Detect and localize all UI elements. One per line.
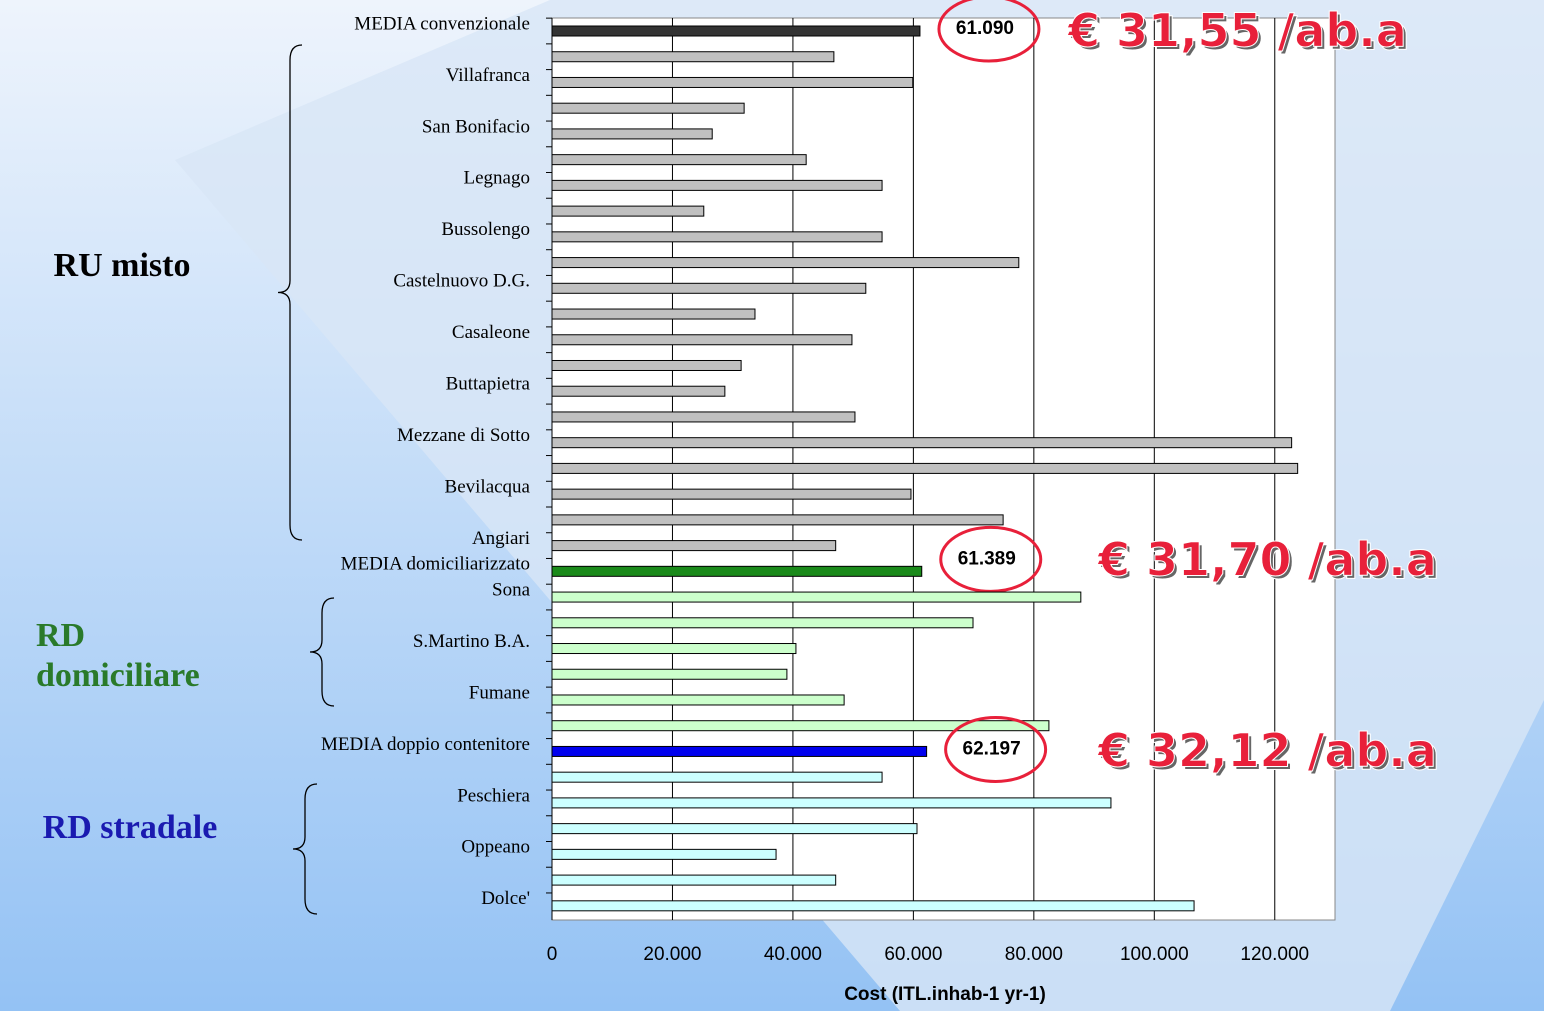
group-label-line: domiciliare [36, 657, 200, 694]
annotation-shadow: € 32,12 /ab.a [1100, 727, 1440, 781]
bar [551, 900, 1195, 912]
y-tick-label: Sona [492, 579, 531, 600]
y-tick-label: MEDIA doppio contenitore [321, 734, 530, 755]
bar [551, 848, 777, 860]
y-tick-label: Peschiera [457, 785, 530, 806]
bar [551, 411, 856, 423]
group-label-line: RD [36, 617, 85, 654]
highlight-ellipse [944, 715, 1048, 783]
bar [551, 128, 713, 140]
x-tick-label: 40.000 [764, 944, 822, 965]
bar [551, 154, 807, 166]
bar [551, 102, 745, 114]
bar [551, 205, 705, 217]
bar [551, 643, 797, 655]
value-label: 61.389 [958, 548, 1016, 569]
value-label: 62.197 [963, 738, 1021, 759]
bar [551, 771, 883, 783]
bar [551, 437, 1293, 449]
brace [309, 597, 335, 707]
highlight-ellipse [939, 525, 1043, 593]
bar [551, 540, 837, 552]
y-tick-label: Legnago [464, 168, 530, 189]
bar [551, 565, 923, 577]
bar [551, 257, 1020, 269]
y-tick-label: Dolce' [481, 888, 530, 909]
x-tick-label: 0 [547, 944, 558, 965]
y-tick-label: Oppeano [461, 837, 530, 858]
x-tick-label: 120.000 [1240, 944, 1309, 965]
x-tick-label: 60.000 [884, 944, 942, 965]
y-tick-label: San Bonifacio [422, 116, 530, 137]
bar [551, 617, 974, 629]
bar [551, 334, 853, 346]
y-tick-label: Villafranca [446, 65, 531, 86]
bar [551, 874, 837, 886]
x-tick-label: 80.000 [1005, 944, 1063, 965]
annotation-shadow: € 31,70 /ab.a [1100, 536, 1440, 590]
bar [551, 745, 928, 757]
bar [551, 385, 726, 397]
bar [551, 668, 788, 680]
bar [551, 488, 912, 500]
annotation: € 32,12 /ab.a [1097, 724, 1437, 778]
bar [551, 282, 867, 294]
y-tick-label: Bevilacqua [445, 476, 531, 497]
group-label: RD stradale [43, 809, 218, 846]
y-tick-label: Angiari [472, 528, 530, 549]
value-label: 61.090 [956, 18, 1014, 39]
y-tick-label: Fumane [469, 682, 530, 703]
bar [551, 179, 883, 191]
y-tick-label: MEDIA domiciliarizzato [341, 554, 530, 575]
y-tick-label: Casaleone [452, 322, 530, 343]
x-tick-label: 20.000 [643, 944, 701, 965]
annotation: € 31,70 /ab.a [1097, 533, 1437, 587]
brace [292, 783, 318, 915]
bar [551, 76, 914, 88]
x-tick-label: 100.000 [1120, 944, 1189, 965]
bar [551, 51, 835, 63]
brace [277, 44, 303, 541]
annotation: € 31,55 /ab.a [1067, 4, 1407, 58]
y-tick-label: Mezzane di Sotto [397, 425, 530, 446]
bar [551, 591, 1082, 603]
y-tick-label: Bussolengo [441, 219, 530, 240]
bar [551, 514, 1004, 526]
y-tick-label: S.Martino B.A. [413, 631, 530, 652]
bar [551, 25, 921, 37]
group-label: RU misto [54, 247, 191, 284]
bar [551, 694, 845, 706]
group-label: RD domiciliare [36, 617, 200, 694]
highlight-ellipse [937, 0, 1041, 63]
y-tick-label: Buttapietra [446, 374, 531, 395]
bar [551, 797, 1112, 809]
bar [551, 720, 1050, 732]
annotation-shadow: € 31,55 /ab.a [1070, 7, 1410, 61]
x-axis-label: Cost (ITL.inhab-1 yr-1) [844, 984, 1046, 1005]
bar [551, 462, 1299, 474]
bar [551, 823, 918, 835]
bar [551, 231, 883, 243]
bar [551, 359, 742, 371]
y-tick-label: MEDIA convenzionale [354, 13, 530, 34]
bar [551, 308, 756, 320]
y-tick-label: Castelnuovo D.G. [393, 271, 530, 292]
